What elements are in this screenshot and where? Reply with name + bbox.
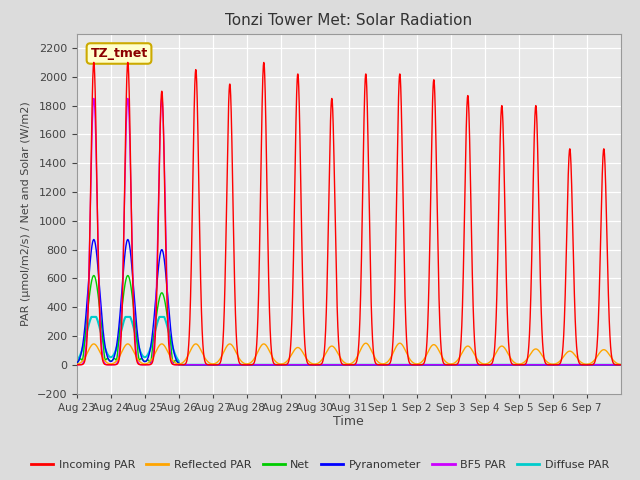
Legend: Incoming PAR, Reflected PAR, Net, Pyranometer, BF5 PAR, Diffuse PAR: Incoming PAR, Reflected PAR, Net, Pyrano… (26, 456, 614, 474)
Title: Tonzi Tower Met: Solar Radiation: Tonzi Tower Met: Solar Radiation (225, 13, 472, 28)
Y-axis label: PAR (μmol/m2/s) / Net and Solar (W/m2): PAR (μmol/m2/s) / Net and Solar (W/m2) (21, 101, 31, 326)
X-axis label: Time: Time (333, 415, 364, 429)
Text: TZ_tmet: TZ_tmet (90, 47, 148, 60)
